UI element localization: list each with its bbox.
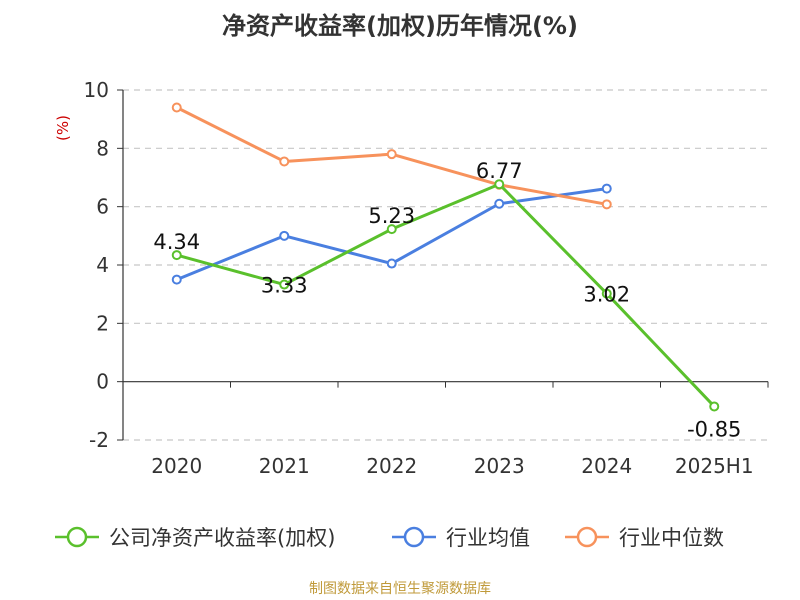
- y-tick-label: 4: [96, 253, 109, 277]
- data-point: [601, 199, 612, 210]
- y-tick-label: -2: [89, 428, 109, 452]
- y-tick-label: 8: [96, 136, 109, 160]
- data-point: [601, 183, 612, 194]
- y-tick-label: 10: [84, 78, 109, 102]
- label-layer: 4.34 3.33 5.23 6.77 3.02 -0.85: [153, 159, 741, 441]
- data-label: 6.77: [476, 159, 523, 183]
- x-tick-label: 2025H1: [675, 454, 754, 478]
- data-point: [171, 274, 182, 285]
- y-tick-label: 0: [96, 370, 109, 394]
- data-point: [386, 224, 397, 235]
- source-note: 制图数据来自恒生聚源数据库: [309, 581, 491, 597]
- data-point: [494, 198, 505, 209]
- series-line: [176, 182, 716, 408]
- legend-label: 公司净资产收益率(加权): [109, 526, 335, 550]
- series-layer: [171, 102, 720, 412]
- data-point: [601, 288, 612, 299]
- y-axis-title: (%): [54, 115, 72, 141]
- x-tick-label: 2022: [366, 454, 417, 478]
- legend-marker: [576, 526, 598, 548]
- legend-label: 行业中位数: [619, 526, 724, 550]
- data-point: [279, 230, 290, 241]
- axis-layer: -2 0 2 4 6 8 10 (%) 2020 2021 2022 2023 2024 2025H1: [54, 78, 769, 478]
- legend-marker: [66, 526, 88, 548]
- data-label: 3.33: [261, 274, 308, 298]
- legend-layer: 公司净资产收益率(加权) 行业均值 行业中位数: [55, 526, 724, 550]
- data-point: [709, 401, 720, 412]
- data-point: [279, 279, 290, 290]
- x-tick-label: 2024: [581, 454, 632, 478]
- data-point: [171, 250, 182, 261]
- x-tick-label: 2023: [474, 454, 525, 478]
- x-tick-label: 2021: [259, 454, 310, 478]
- data-label: 3.02: [583, 283, 630, 307]
- y-tick-label: 2: [96, 311, 109, 335]
- data-point: [386, 258, 397, 269]
- data-label: 5.23: [368, 204, 415, 228]
- legend-marker: [403, 526, 425, 548]
- data-label: -0.85: [687, 417, 741, 441]
- data-label: 4.34: [153, 230, 200, 254]
- y-tick-label: 6: [96, 195, 109, 219]
- data-point: [279, 156, 290, 167]
- chart-title: 净资产收益率(加权)历年情况(%): [222, 12, 578, 40]
- data-point: [171, 102, 182, 113]
- x-tick-label: 2020: [151, 454, 202, 478]
- data-point: [386, 149, 397, 160]
- legend-label: 行业均值: [446, 526, 530, 550]
- data-point: [494, 179, 505, 190]
